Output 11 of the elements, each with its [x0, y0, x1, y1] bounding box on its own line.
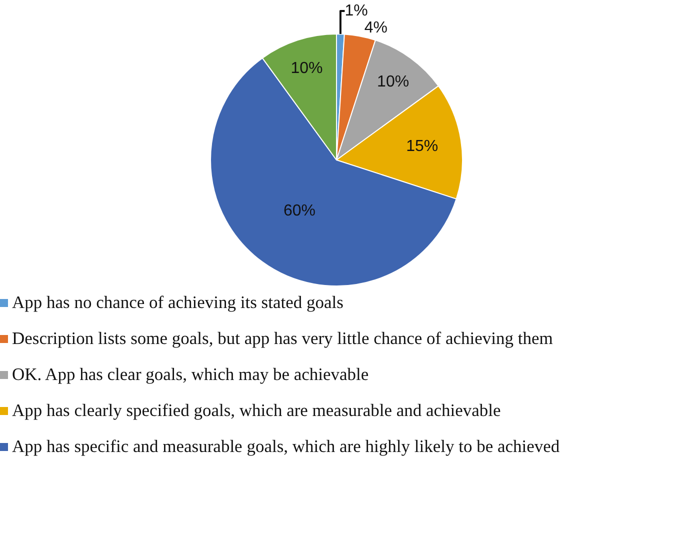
legend-label: App has clearly specified goals, which are measurable and achievable — [12, 400, 501, 421]
legend-label: App has specific and measurable goals, which are highly likely to be achieved — [12, 436, 560, 457]
data-label: 10% — [290, 60, 323, 77]
data-label: 4% — [364, 20, 388, 37]
legend-label: Description lists some goals, but app has very little chance of achieving them — [12, 328, 553, 349]
legend-label: App has no chance of achieving its stated goals — [12, 292, 344, 313]
data-label: 15% — [406, 138, 438, 155]
data-label: 10% — [377, 74, 410, 91]
data-label: 60% — [283, 202, 316, 220]
data-label: 1% — [344, 2, 368, 20]
legend-label: OK. App has clear goals, which may be achievable — [12, 364, 369, 385]
